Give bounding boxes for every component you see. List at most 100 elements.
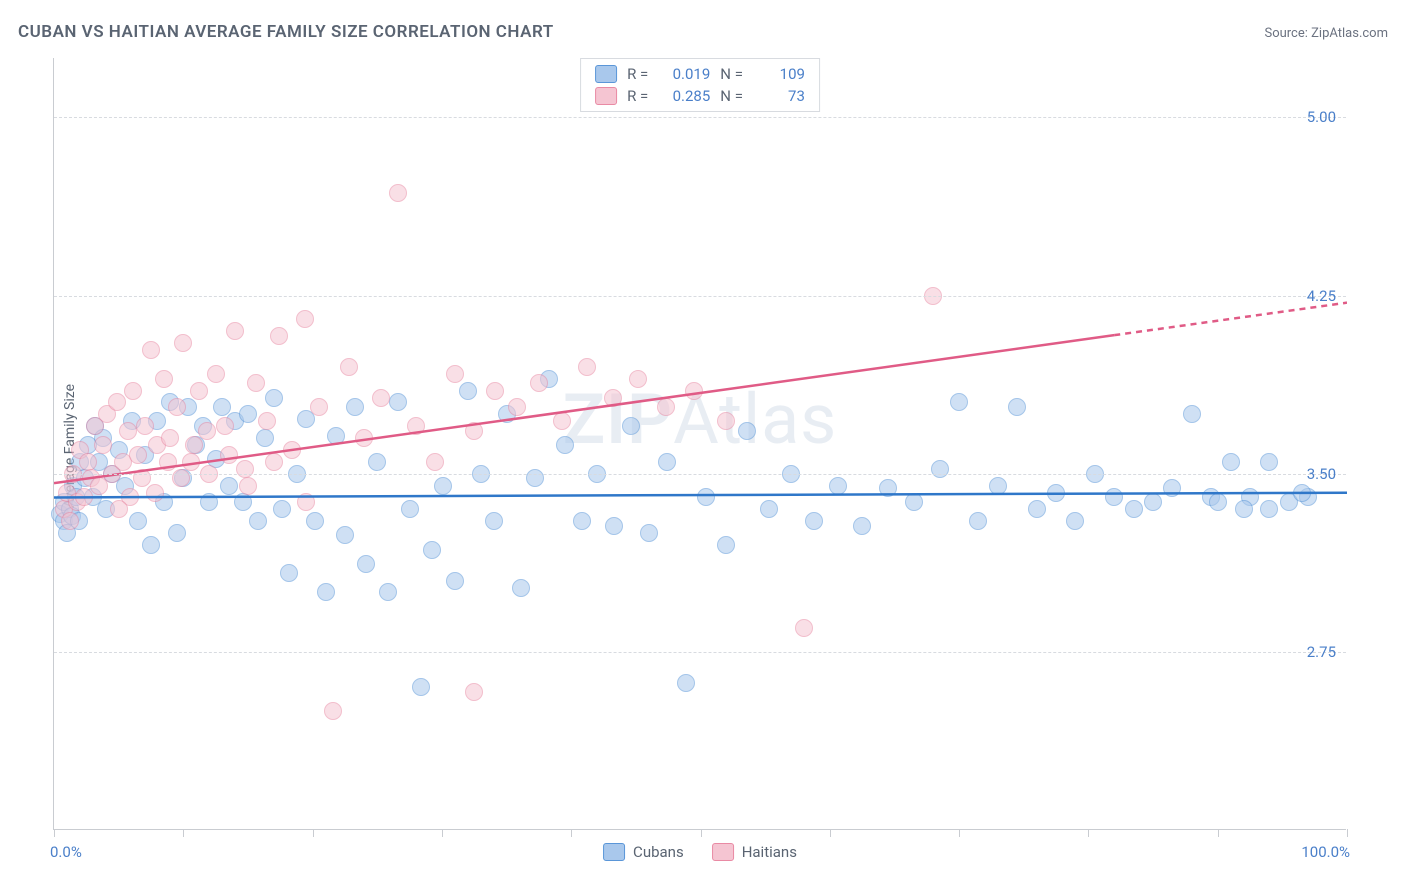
scatter-point: [200, 493, 218, 511]
r-label: R =: [627, 87, 648, 105]
scatter-point: [530, 374, 548, 392]
scatter-point: [256, 429, 274, 447]
x-tick: [1088, 829, 1089, 837]
scatter-point: [190, 382, 208, 400]
scatter-point: [273, 500, 291, 518]
scatter-point: [401, 500, 419, 518]
scatter-point: [340, 358, 358, 376]
scatter-point: [465, 422, 483, 440]
scatter-point: [658, 453, 676, 471]
x-tick: [442, 829, 443, 837]
haitians-n-value: 73: [753, 87, 805, 105]
source-name: ZipAtlas.com: [1311, 26, 1388, 41]
scatter-point: [108, 393, 126, 411]
scatter-point: [346, 398, 364, 416]
scatter-point: [306, 512, 324, 530]
scatter-point: [605, 517, 623, 535]
scatter-point: [258, 412, 276, 430]
scatter-point: [296, 310, 314, 328]
scatter-point: [327, 427, 345, 445]
scatter-point: [697, 488, 715, 506]
legend-row-cubans: R = 0.019 N = 109: [595, 65, 805, 83]
scatter-point: [368, 453, 386, 471]
scatter-point: [379, 583, 397, 601]
scatter-point: [226, 322, 244, 340]
scatter-point: [1293, 484, 1311, 502]
scatter-point: [155, 370, 173, 388]
scatter-point: [556, 436, 574, 454]
scatter-point: [717, 536, 735, 554]
y-tick-label: 2.75: [1307, 643, 1336, 661]
cubans-n-value: 109: [753, 65, 805, 83]
scatter-point: [465, 683, 483, 701]
source-attribution: Source: ZipAtlas.com: [1264, 26, 1388, 41]
scatter-point: [220, 477, 238, 495]
scatter-point: [1235, 500, 1253, 518]
scatter-point: [1163, 479, 1181, 497]
scatter-points-layer: [54, 58, 1346, 829]
scatter-point: [426, 453, 444, 471]
scatter-point: [407, 417, 425, 435]
gridline: [54, 117, 1346, 118]
chart-title: CUBAN VS HAITIAN AVERAGE FAMILY SIZE COR…: [18, 22, 554, 42]
scatter-point: [412, 678, 430, 696]
scatter-point: [317, 583, 335, 601]
scatter-point: [236, 460, 254, 478]
scatter-point: [622, 417, 640, 435]
r-label: R =: [627, 65, 648, 83]
scatter-point: [136, 417, 154, 435]
scatter-point: [950, 393, 968, 411]
scatter-point: [220, 446, 238, 464]
legend-item-haitians: Haitians: [712, 843, 797, 861]
scatter-point: [324, 702, 342, 720]
scatter-point: [1144, 493, 1162, 511]
x-tick: [1218, 829, 1219, 837]
x-tick: [571, 829, 572, 837]
chart-header: CUBAN VS HAITIAN AVERAGE FAMILY SIZE COR…: [18, 22, 1388, 42]
scatter-point: [805, 512, 823, 530]
scatter-point: [247, 374, 265, 392]
n-label: N =: [720, 87, 743, 105]
haitians-r-value: 0.285: [658, 87, 710, 105]
scatter-point: [75, 488, 93, 506]
scatter-point: [310, 398, 328, 416]
series-legend: Cubans Haitians: [603, 843, 797, 861]
scatter-point: [657, 398, 675, 416]
cubans-swatch: [595, 65, 617, 83]
scatter-point: [1260, 500, 1278, 518]
scatter-point: [168, 398, 186, 416]
scatter-point: [1125, 500, 1143, 518]
scatter-point: [1105, 488, 1123, 506]
scatter-point: [119, 422, 137, 440]
y-tick-label: 5.00: [1307, 108, 1336, 126]
scatter-point: [159, 453, 177, 471]
scatter-point: [336, 526, 354, 544]
scatter-point: [172, 469, 190, 487]
x-tick: [959, 829, 960, 837]
scatter-point: [372, 389, 390, 407]
scatter-point: [129, 446, 147, 464]
chart-plot-area: ZIPAtlas R = 0.019 N = 109 R = 0.285 N =…: [53, 58, 1346, 830]
scatter-point: [717, 412, 735, 430]
cubans-swatch: [603, 843, 625, 861]
scatter-point: [142, 536, 160, 554]
scatter-point: [573, 512, 591, 530]
scatter-point: [389, 184, 407, 202]
scatter-point: [79, 453, 97, 471]
scatter-point: [142, 341, 160, 359]
scatter-point: [879, 479, 897, 497]
scatter-point: [185, 436, 203, 454]
scatter-point: [640, 524, 658, 542]
n-label: N =: [720, 65, 743, 83]
scatter-point: [270, 327, 288, 345]
gridline: [54, 296, 1346, 297]
cubans-r-value: 0.019: [658, 65, 710, 83]
scatter-point: [604, 389, 622, 407]
scatter-point: [357, 555, 375, 573]
scatter-point: [239, 405, 257, 423]
scatter-point: [61, 512, 79, 530]
scatter-point: [760, 500, 778, 518]
scatter-point: [355, 429, 373, 447]
scatter-point: [129, 512, 147, 530]
scatter-point: [434, 477, 452, 495]
